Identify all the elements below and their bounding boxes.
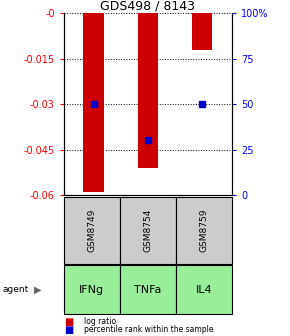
Text: percentile rank within the sample: percentile rank within the sample [84,326,214,334]
Bar [137,13,158,168]
Title: GDS498 / 8143: GDS498 / 8143 [100,0,195,12]
Text: TNFa: TNFa [134,285,162,295]
Text: GSM8754: GSM8754 [143,208,153,252]
Text: GSM8759: GSM8759 [200,208,209,252]
Text: agent: agent [3,285,29,294]
Text: log ratio: log ratio [84,318,116,326]
Text: ■: ■ [64,325,73,335]
Text: ■: ■ [64,317,73,327]
Text: ▶: ▶ [34,285,41,295]
Text: IL4: IL4 [196,285,212,295]
Text: IFNg: IFNg [79,285,104,295]
Text: GSM8749: GSM8749 [87,208,96,252]
Bar [192,13,213,50]
Bar [83,13,104,192]
